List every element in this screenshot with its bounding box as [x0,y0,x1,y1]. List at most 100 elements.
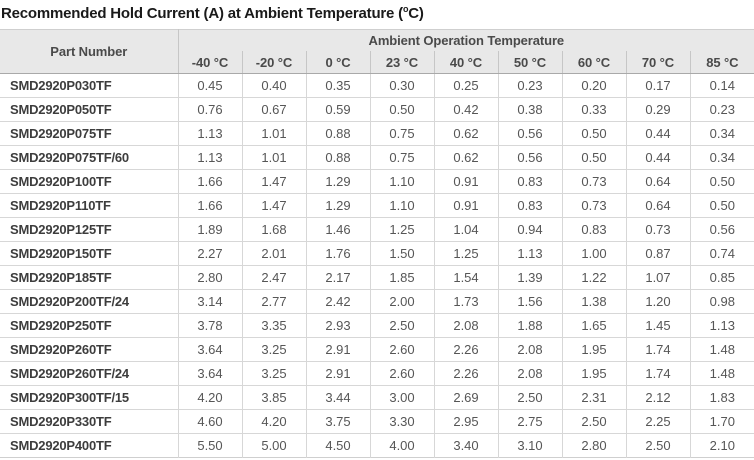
column-header-temp: 50 °C [497,51,562,74]
value-cell: 2.60 [369,361,434,386]
value-cell: 5.50 [177,433,242,458]
value-cell: 3.35 [241,313,306,338]
table-row: SMD2920P250TF 3.78 3.35 2.93 2.50 2.08 1.88 1.6… [0,313,754,338]
value-cell: 1.20 [625,289,690,314]
value-cell: 0.73 [561,169,626,194]
part-number-cell: SMD2920P200TF/24 [0,289,179,314]
value-cell: 3.00 [369,385,434,410]
value-cell: 0.91 [433,193,498,218]
value-cell: 2.91 [305,337,370,362]
value-cell: 0.40 [241,73,306,98]
value-cell: 3.25 [241,337,306,362]
table-row: SMD2920P260TF/24 3.64 3.25 2.91 2.60 2.26 2.08… [0,361,754,386]
page-title-suffix: C) [408,5,424,22]
value-cell: 0.23 [497,73,562,98]
value-cell: 0.62 [433,121,498,146]
value-cell: 1.95 [561,337,626,362]
value-cell: 3.75 [305,409,370,434]
column-header-temp: 60 °C [561,51,626,74]
value-cell: 2.31 [561,385,626,410]
value-cell: 2.00 [369,289,434,314]
part-number-cell: SMD2920P110TF [0,193,179,218]
value-cell: 0.64 [625,193,690,218]
value-cell: 2.77 [241,289,306,314]
column-header-temp: 0 °C [305,51,370,74]
value-cell: 1.88 [497,313,562,338]
value-cell: 0.83 [497,193,562,218]
value-cell: 1.07 [625,265,690,290]
value-cell: 3.78 [177,313,242,338]
value-cell: 2.95 [433,409,498,434]
value-cell: 4.00 [369,433,434,458]
value-cell: 1.65 [561,313,626,338]
part-number-cell: SMD2920P260TF [0,337,179,362]
value-cell: 0.83 [497,169,562,194]
value-cell: 2.69 [433,385,498,410]
part-number-cell: SMD2920P300TF/15 [0,385,179,410]
value-cell: 1.48 [689,361,754,386]
value-cell: 1.10 [369,169,434,194]
value-cell: 0.23 [689,97,754,122]
value-cell: 2.47 [241,265,306,290]
table-row: SMD2920P110TF 1.66 1.47 1.29 1.10 0.91 0.83 0.7… [0,193,754,218]
value-cell: 2.10 [689,433,754,458]
value-cell: 1.45 [625,313,690,338]
value-cell: 1.01 [241,145,306,170]
value-cell: 2.50 [561,409,626,434]
value-cell: 0.73 [625,217,690,242]
value-cell: 0.88 [305,121,370,146]
part-number-cell: SMD2920P150TF [0,241,179,266]
table-row: SMD2920P400TF 5.50 5.00 4.50 4.00 3.40 3.10 2.8… [0,433,754,458]
value-cell: 1.73 [433,289,498,314]
value-cell: 1.85 [369,265,434,290]
value-cell: 3.44 [305,385,370,410]
value-cell: 0.74 [689,241,754,266]
table-row: SMD2920P330TF 4.60 4.20 3.75 3.30 2.95 2.75 2.5… [0,409,754,434]
table-row: SMD2920P050TF 0.76 0.67 0.59 0.50 0.42 0.38 0.3… [0,97,754,122]
value-cell: 1.13 [177,121,242,146]
value-cell: 0.76 [177,97,242,122]
table-row: SMD2920P260TF 3.64 3.25 2.91 2.60 2.26 2.08 1.9… [0,337,754,362]
part-number-cell: SMD2920P185TF [0,265,179,290]
value-cell: 0.73 [561,193,626,218]
value-cell: 2.08 [433,313,498,338]
value-cell: 4.20 [177,385,242,410]
value-cell: 1.83 [689,385,754,410]
value-cell: 0.14 [689,73,754,98]
value-cell: 0.45 [177,73,242,98]
table-row: SMD2920P185TF 2.80 2.47 2.17 1.85 1.54 1.39 1.2… [0,265,754,290]
value-cell: 2.50 [497,385,562,410]
value-cell: 1.38 [561,289,626,314]
value-cell: 0.44 [625,121,690,146]
value-cell: 0.87 [625,241,690,266]
value-cell: 0.94 [497,217,562,242]
value-cell: 0.17 [625,73,690,98]
value-cell: 4.50 [305,433,370,458]
value-cell: 0.44 [625,145,690,170]
page-title-degree-sup: o [402,4,409,14]
value-cell: 0.98 [689,289,754,314]
value-cell: 1.66 [177,193,242,218]
page-title: Recommended Hold Current (A) at Ambient … [1,4,754,22]
value-cell: 1.56 [497,289,562,314]
page: Recommended Hold Current (A) at Ambient … [0,4,754,458]
value-cell: 0.67 [241,97,306,122]
value-cell: 2.50 [369,313,434,338]
value-cell: 2.08 [497,337,562,362]
value-cell: 0.75 [369,121,434,146]
value-cell: 1.74 [625,337,690,362]
value-cell: 3.25 [241,361,306,386]
value-cell: 2.17 [305,265,370,290]
part-number-cell: SMD2920P050TF [0,97,179,122]
value-cell: 1.47 [241,169,306,194]
value-cell: 1.00 [561,241,626,266]
value-cell: 0.50 [689,193,754,218]
page-title-prefix: Recommended Hold Current (A) at Ambient … [1,5,403,22]
part-number-cell: SMD2920P260TF/24 [0,361,179,386]
value-cell: 0.34 [689,145,754,170]
value-cell: 1.04 [433,217,498,242]
value-cell: 3.64 [177,361,242,386]
value-cell: 5.00 [241,433,306,458]
value-cell: 1.13 [689,313,754,338]
value-cell: 0.56 [497,121,562,146]
